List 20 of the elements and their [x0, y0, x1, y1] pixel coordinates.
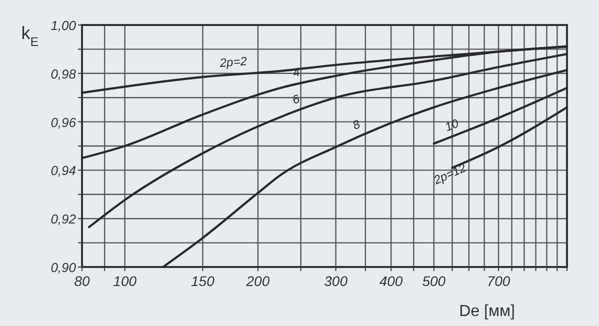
- x-tick-label: 200: [245, 273, 270, 289]
- y-tick-label: 0,98: [50, 66, 77, 82]
- x-tick-label: 150: [191, 273, 215, 289]
- y-axis-title: k$_{E}$: [21, 23, 39, 49]
- x-tick-label: 700: [486, 273, 510, 289]
- y-tick-label: 0,96: [50, 114, 77, 130]
- x-tick-label: 300: [324, 273, 348, 289]
- text: 8: [350, 116, 362, 132]
- y-tick-label: 1,00: [50, 18, 77, 33]
- y-tick-label: 0,90: [50, 260, 77, 275]
- x-tick-label: 400: [379, 273, 403, 289]
- x-tick-label: 80: [74, 273, 90, 289]
- text: 6: [290, 92, 302, 108]
- x-tick-label: 100: [113, 273, 137, 289]
- y-tick-label: 0,92: [50, 212, 77, 227]
- y-tick-label: 0,94: [50, 163, 76, 178]
- x-tick-label: 500: [422, 273, 446, 289]
- series-label: 2p=2: [218, 54, 248, 70]
- x-axis-title: De [мм]: [459, 303, 515, 320]
- text: 10: [443, 116, 461, 134]
